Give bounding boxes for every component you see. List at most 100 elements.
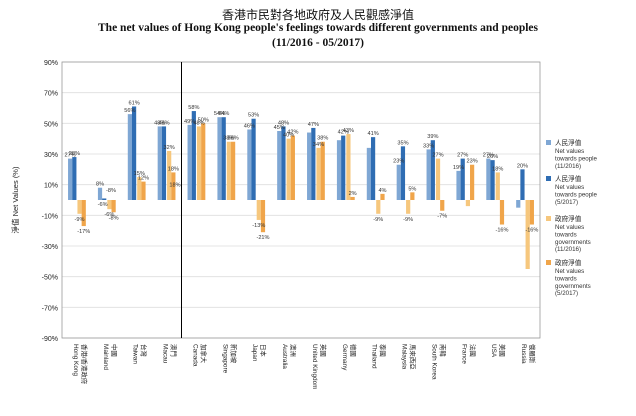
chart-subtitle: (11/2016 - 05/2017) — [272, 37, 364, 49]
x-tick-label-en: Germany — [341, 344, 348, 371]
x-tick-label-en: Russia — [520, 344, 527, 364]
bar — [320, 141, 325, 200]
data-label: 45% — [274, 125, 285, 131]
bar — [440, 200, 445, 211]
bars — [68, 106, 534, 269]
data-label: 34% — [313, 142, 324, 148]
x-tick-group: Macau 澳門 — [162, 344, 179, 364]
bar — [231, 141, 236, 200]
y-tick-label: 30% — [44, 152, 58, 159]
bar — [456, 170, 461, 200]
y-tick-label: 10% — [44, 183, 58, 190]
x-tick-label-zh: 泰國 — [379, 344, 388, 357]
data-label: 42% — [287, 130, 298, 136]
data-label: 27% — [483, 153, 494, 159]
x-tick-group: Malaysia 馬來西亞 — [401, 344, 417, 370]
x-tick-label-en: France — [460, 344, 467, 364]
x-tick-label-zh: 澳門 — [170, 344, 179, 357]
data-label: 48% — [158, 120, 169, 126]
bar — [131, 106, 137, 200]
bar — [161, 126, 167, 200]
bar — [256, 200, 261, 220]
bar — [366, 147, 371, 200]
data-label: 38% — [228, 136, 239, 142]
x-tick-label-zh: 中國 — [110, 344, 119, 357]
bar — [495, 172, 500, 200]
bar — [290, 135, 295, 200]
bar — [380, 193, 385, 200]
data-label: 54% — [214, 111, 225, 117]
legend-label-line: towards people — [555, 155, 598, 162]
data-label: -9% — [373, 217, 383, 223]
y-tick-label: -50% — [42, 275, 58, 282]
data-label: 49% — [184, 119, 195, 125]
bar — [430, 140, 435, 200]
bar — [486, 158, 491, 200]
legend-label-line: governments — [555, 239, 591, 246]
data-label: -9% — [75, 217, 85, 223]
x-tick-label-zh: 美國 — [498, 344, 507, 357]
y-tick-label: -90% — [42, 336, 58, 343]
x-tick-group: USA 美國 — [490, 344, 507, 358]
data-label: -8% — [109, 215, 119, 221]
data-label: 12% — [138, 176, 149, 182]
data-label: 48% — [154, 120, 165, 126]
data-label: 32% — [164, 145, 175, 151]
data-label: -13% — [252, 223, 265, 229]
data-label: -7% — [437, 214, 447, 220]
bar — [307, 132, 312, 200]
x-tick-group: Thailand 泰國 — [371, 344, 388, 369]
bar — [77, 200, 82, 214]
bar — [111, 200, 116, 213]
legend-label-line: towards — [555, 275, 577, 282]
x-tick-group: France 法國 — [460, 344, 477, 364]
bar — [191, 111, 196, 200]
bar — [406, 200, 411, 214]
data-label: 58% — [188, 105, 199, 111]
bar — [127, 114, 132, 200]
bar — [277, 131, 282, 200]
data-label: 4% — [378, 188, 386, 194]
data-label: 53% — [248, 113, 259, 119]
bar — [226, 141, 232, 200]
legend-label-zh: 人民淨值 — [555, 138, 582, 147]
data-label: 5% — [408, 186, 416, 192]
x-tick-group: Russia 俄羅斯 — [520, 344, 537, 364]
data-labels: 27%8%56%48% 49%54%46% 45%23%33%19%27%28%61… — [65, 100, 539, 241]
data-label: 2% — [349, 191, 357, 197]
x-tick-label-zh: 德國 — [349, 344, 358, 357]
data-label: 27% — [457, 153, 468, 159]
bar — [247, 129, 252, 200]
bar — [72, 157, 77, 200]
bar — [281, 126, 286, 200]
x-tick-group: Germany 德國 — [341, 344, 358, 371]
data-label: 28% — [69, 151, 80, 157]
bar — [157, 126, 162, 200]
legend-label: Net values towards governments (5/2017) — [555, 268, 591, 297]
data-label: -9% — [403, 217, 413, 223]
data-label: 48% — [278, 120, 289, 126]
legend-swatch — [546, 216, 551, 221]
bar — [221, 117, 226, 200]
bar — [520, 169, 525, 200]
legend-label-line: Net values — [555, 148, 584, 155]
data-label: 42% — [338, 130, 349, 136]
data-label: 41% — [367, 131, 378, 137]
data-label: 47% — [308, 122, 319, 128]
data-label: 20% — [517, 163, 528, 169]
x-tick-label-en: Hong Kong — [72, 344, 79, 376]
legend-label-zh: 人民淨值 — [555, 174, 582, 183]
bar — [286, 138, 291, 200]
bar — [137, 177, 142, 200]
legend-label-line: Net values — [555, 268, 584, 275]
legend-label: Net values towards people (11/2016) — [555, 148, 598, 170]
data-label: 61% — [128, 100, 139, 106]
x-tick-group: Taiwan 台灣 — [132, 344, 149, 364]
legend-label: Net values towards governments (11/2016) — [555, 224, 591, 253]
data-label: -6% — [98, 202, 108, 208]
bar — [102, 198, 107, 200]
data-label: 56% — [124, 108, 135, 114]
data-label: 19% — [453, 165, 464, 171]
data-label: -16% — [525, 228, 538, 234]
